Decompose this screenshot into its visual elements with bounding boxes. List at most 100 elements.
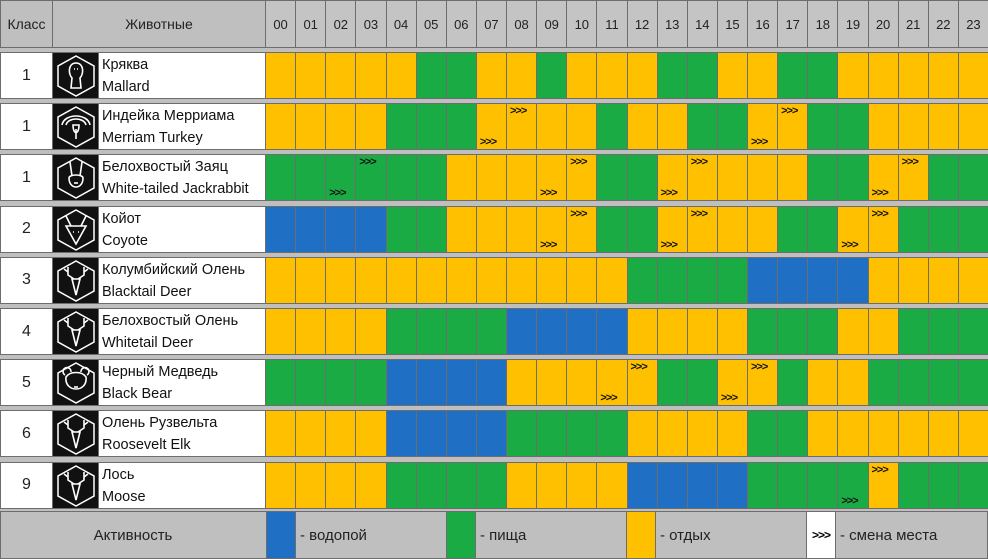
animal-name-en: Merriam Turkey bbox=[102, 130, 203, 147]
activity-slot bbox=[536, 410, 568, 458]
activity-slot bbox=[777, 205, 809, 253]
activity-slot bbox=[566, 359, 598, 407]
activity-slot bbox=[325, 52, 357, 99]
header-hour: 20 bbox=[867, 0, 899, 48]
animal-name-en: Mallard bbox=[102, 79, 150, 95]
activity-slot bbox=[716, 308, 748, 355]
activity-slot bbox=[656, 256, 688, 304]
activity-slot bbox=[807, 52, 839, 99]
move-marker: >>> bbox=[570, 207, 587, 220]
activity-slot bbox=[656, 308, 688, 355]
activity-slot bbox=[415, 359, 447, 407]
row-separator bbox=[0, 508, 988, 513]
activity-slot bbox=[957, 103, 988, 151]
move-marker: >>> bbox=[479, 136, 497, 149]
activity-slot bbox=[355, 461, 387, 509]
animal-class: 1 bbox=[0, 154, 53, 202]
activity-slot bbox=[686, 410, 718, 458]
activity-slot bbox=[385, 205, 417, 253]
move-marker: >>> bbox=[871, 463, 889, 476]
activity-slot bbox=[325, 308, 357, 355]
activity-slot bbox=[566, 461, 598, 509]
animal-class: 1 bbox=[0, 103, 53, 151]
animal-name: Белохвостый Заяц White-tailed Jackrabbit bbox=[98, 154, 266, 202]
activity-slot bbox=[747, 154, 779, 202]
activity-slot bbox=[265, 154, 297, 202]
activity-slot bbox=[807, 205, 839, 253]
mallard-icon bbox=[52, 52, 99, 99]
animal-class: 1 bbox=[0, 52, 53, 99]
header-hour: 11 bbox=[596, 0, 628, 48]
move-marker: >>> bbox=[630, 361, 648, 374]
row-separator bbox=[0, 355, 988, 360]
activity-slot bbox=[355, 256, 387, 304]
move-marker: >>> bbox=[690, 207, 708, 220]
activity-slot bbox=[807, 154, 839, 202]
activity-slot bbox=[837, 256, 869, 304]
activity-slot bbox=[596, 154, 628, 202]
legend-food-label: - пища bbox=[480, 526, 527, 544]
activity-slot bbox=[837, 52, 869, 99]
activity-slot bbox=[716, 461, 748, 509]
activity-slot bbox=[385, 103, 417, 151]
move-marker: >>> bbox=[841, 494, 858, 507]
activity-slot bbox=[747, 461, 779, 509]
activity-slot bbox=[777, 154, 809, 202]
activity-slot bbox=[747, 256, 779, 304]
header-hour: 09 bbox=[536, 0, 568, 48]
activity-slot: >>> bbox=[536, 205, 568, 253]
activity-slot bbox=[265, 410, 297, 458]
activity-slot bbox=[716, 103, 748, 151]
activity-slot bbox=[686, 461, 718, 509]
activity-slot bbox=[355, 308, 387, 355]
activity-slot bbox=[777, 461, 809, 509]
activity-slot bbox=[536, 461, 568, 509]
move-marker: >>> bbox=[751, 136, 768, 149]
coyote-icon bbox=[52, 205, 99, 253]
activity-slot bbox=[536, 359, 568, 407]
activity-slot bbox=[837, 308, 869, 355]
activity-slot bbox=[596, 308, 628, 355]
header-hour: 10 bbox=[566, 0, 598, 48]
activity-slot bbox=[626, 308, 658, 355]
activity-slot bbox=[295, 52, 327, 99]
activity-slot bbox=[385, 52, 417, 99]
activity-slot bbox=[536, 256, 568, 304]
activity-slot bbox=[506, 308, 538, 355]
activity-slot bbox=[656, 461, 688, 509]
animal-class: 5 bbox=[0, 359, 53, 407]
activity-slot bbox=[656, 410, 688, 458]
activity-slot bbox=[445, 461, 477, 509]
animal-name-ru: Черный Медведь bbox=[102, 364, 219, 381]
animal-class: 2 bbox=[0, 205, 53, 253]
activity-slot bbox=[867, 103, 899, 151]
activity-slot bbox=[957, 205, 988, 253]
activity-slot bbox=[265, 359, 297, 407]
activity-slot bbox=[837, 154, 869, 202]
move-marker: >>> bbox=[690, 156, 708, 169]
activity-slot bbox=[445, 154, 477, 202]
move-marker: >>> bbox=[359, 156, 376, 169]
activity-slot bbox=[716, 154, 748, 202]
activity-slot bbox=[385, 359, 417, 407]
activity-slot bbox=[927, 308, 959, 355]
animal-name: Лось Moose bbox=[98, 461, 266, 509]
activity-slot bbox=[656, 52, 688, 99]
activity-slot bbox=[295, 256, 327, 304]
activity-slot: >>> bbox=[777, 103, 809, 151]
animal-class: 4 bbox=[0, 308, 53, 355]
animal-name-en: Moose bbox=[102, 488, 146, 505]
activity-slot bbox=[445, 256, 477, 304]
header-class: Класс bbox=[0, 0, 53, 48]
activity-slot: >>> bbox=[867, 154, 899, 202]
activity-slot bbox=[295, 410, 327, 458]
header-hour: 13 bbox=[656, 0, 688, 48]
animal-name-en: Blacktail Deer bbox=[102, 283, 192, 300]
header-hour: 04 bbox=[385, 0, 417, 48]
activity-slot bbox=[295, 205, 327, 253]
move-marker: >>> bbox=[901, 156, 919, 169]
activity-slot: >>> bbox=[747, 103, 779, 151]
animal-name-ru: Олень Рузвельта bbox=[102, 415, 218, 432]
animal-name-ru: Индейка Мерриама bbox=[102, 108, 235, 125]
activity-slot bbox=[415, 410, 447, 458]
